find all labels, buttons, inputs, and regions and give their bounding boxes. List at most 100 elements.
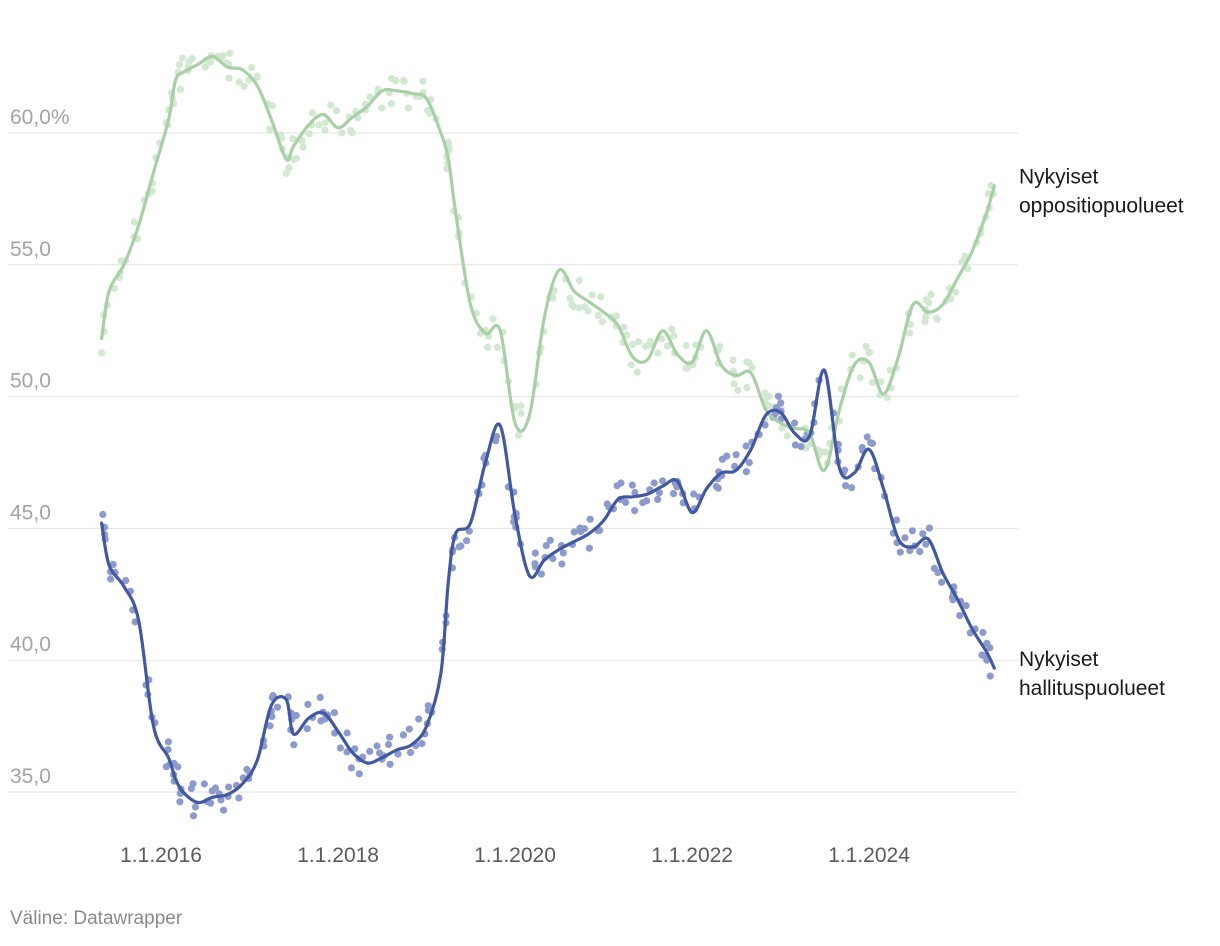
- poll-dot: [986, 672, 994, 680]
- poll-dot: [347, 764, 355, 772]
- poll-dot: [404, 104, 412, 112]
- poll-dot: [330, 709, 338, 717]
- poll-dot: [906, 329, 914, 337]
- poll-dot: [537, 570, 546, 578]
- poll-dot: [343, 729, 351, 737]
- poll-dot: [745, 459, 753, 467]
- poll-dot: [388, 74, 396, 82]
- poll-dot: [351, 745, 359, 753]
- poll-dot: [217, 796, 225, 804]
- poll-dot: [598, 318, 607, 326]
- poll-dot: [514, 431, 523, 440]
- poll-dot: [742, 442, 750, 450]
- poll-dot: [253, 73, 261, 81]
- poll-dot: [394, 750, 402, 758]
- poll-dot: [176, 85, 185, 94]
- poll-dot: [304, 700, 312, 709]
- poll-dot: [378, 104, 386, 112]
- poll-dots-series-1: [98, 49, 997, 467]
- poll-dot: [729, 356, 737, 364]
- poll-dot: [908, 527, 917, 535]
- poll-dot: [200, 780, 208, 788]
- poll-dot: [201, 63, 209, 71]
- poll-dot: [386, 760, 394, 768]
- poll-dot: [732, 451, 740, 459]
- poll-dot: [627, 361, 635, 369]
- poll-dot: [517, 409, 525, 417]
- poll-dot: [559, 549, 567, 557]
- poll-dot: [493, 343, 501, 351]
- poll-dot: [734, 386, 742, 394]
- poll-dot: [919, 530, 927, 538]
- poll-dot: [175, 61, 183, 69]
- poll-dot: [869, 378, 877, 386]
- poll-dot: [174, 763, 182, 771]
- poll-dot: [628, 481, 636, 489]
- poll-dot: [316, 693, 324, 702]
- poll-dot: [868, 439, 877, 447]
- poll-dot: [654, 349, 662, 357]
- poll-dot: [777, 399, 785, 407]
- poll-dot: [922, 312, 930, 320]
- poll-dot: [575, 304, 583, 312]
- poll-dot: [558, 560, 566, 568]
- poll-dot: [837, 385, 845, 393]
- poll-dot: [107, 575, 115, 583]
- poll-dot: [617, 479, 625, 487]
- poll-dot: [455, 543, 463, 551]
- y-tick-label: 50,0: [10, 370, 51, 393]
- poll-dot: [925, 524, 934, 532]
- poll-dot: [549, 294, 557, 302]
- poll-dot: [927, 290, 935, 299]
- poll-dot: [643, 497, 651, 505]
- poll-dot: [373, 742, 381, 750]
- x-tick-label: 1.1.2024: [828, 844, 910, 867]
- poll-dot: [289, 135, 297, 143]
- poll-dot: [235, 78, 243, 86]
- poll-dot: [292, 154, 300, 162]
- poll-dot: [266, 722, 274, 730]
- series-labels: Nykyiset oppositiopuolueet Nykyiset hallitu…: [1019, 166, 1184, 700]
- poll-dot: [658, 335, 666, 343]
- poll-dot: [332, 107, 341, 115]
- poll-dot: [588, 291, 596, 299]
- poll-dot: [226, 49, 234, 57]
- poll-dot: [783, 432, 791, 440]
- poll-dot: [848, 484, 856, 492]
- poll-dot: [308, 109, 317, 117]
- x-tick-label: 1.1.2016: [120, 844, 202, 867]
- poll-dot: [654, 495, 662, 503]
- poll-dot: [575, 277, 584, 285]
- y-tick-label: 45,0: [10, 501, 51, 524]
- poll-dot: [743, 358, 751, 366]
- y-tick-label: 40,0: [10, 633, 51, 656]
- poll-dot: [631, 507, 639, 515]
- poll-dot: [821, 448, 830, 456]
- poll-dot: [933, 315, 942, 323]
- poll-dot: [958, 258, 966, 266]
- x-tick-label: 1.1.2022: [651, 844, 733, 867]
- poll-dot: [594, 312, 602, 320]
- series-end-label: hallituspuolueet: [1019, 677, 1165, 700]
- series-end-label: Nykyiset: [1019, 166, 1099, 189]
- poll-dot: [99, 510, 107, 519]
- y-tick-label: 55,0: [10, 238, 51, 261]
- poll-dot: [399, 731, 407, 739]
- y-tick-label: 60,0%: [10, 106, 70, 129]
- poll-dot: [718, 455, 727, 463]
- poll-dot: [961, 252, 969, 260]
- poll-dot: [338, 129, 346, 137]
- poll-dot: [862, 342, 870, 350]
- poll-dot: [842, 482, 850, 490]
- poll-dot: [892, 516, 901, 524]
- poll-dot: [585, 544, 594, 552]
- poll-dot: [584, 307, 592, 315]
- poll-dot: [631, 488, 639, 497]
- poll-dot: [546, 536, 554, 544]
- poll-dot: [712, 482, 720, 491]
- poll-dot: [348, 129, 356, 137]
- poll-dot: [748, 364, 756, 372]
- poll-dot: [189, 812, 198, 820]
- poll-dot: [418, 740, 426, 748]
